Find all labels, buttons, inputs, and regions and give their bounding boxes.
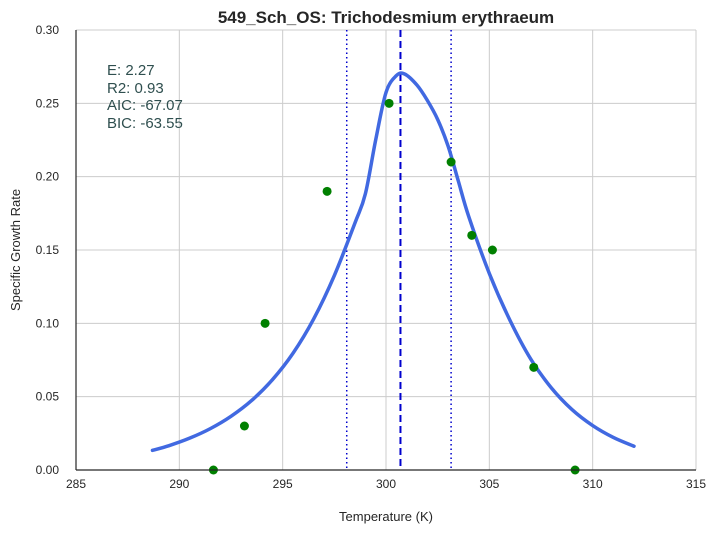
x-tick-label: 285 — [66, 477, 86, 491]
y-tick-label: 0.20 — [36, 170, 60, 184]
vertical-lines — [345, 30, 452, 470]
data-point — [529, 362, 539, 372]
x-tick-label: 290 — [169, 477, 189, 491]
y-tick-label: 0.15 — [36, 243, 60, 257]
x-tick-label: 315 — [686, 477, 706, 491]
data-point — [487, 245, 497, 255]
x-axis-label: Temperature (K) — [339, 509, 433, 524]
fit-statistics: E: 2.27 R2: 0.93 AIC: -67.07 BIC: -63.55 — [107, 62, 183, 132]
data-point — [446, 157, 456, 167]
y-tick-label: 0.30 — [36, 23, 60, 37]
annotation-r2: R2: 0.93 — [107, 80, 164, 97]
x-tick-label: 310 — [583, 477, 603, 491]
data-point — [384, 98, 394, 108]
data-point — [239, 421, 249, 431]
fit-curve-layer — [150, 71, 636, 453]
annotation-bic: BIC: -63.55 — [107, 115, 183, 132]
x-tick-label: 295 — [273, 477, 293, 491]
y-tick-label: 0.10 — [36, 316, 60, 330]
data-points — [208, 98, 580, 475]
data-point — [467, 230, 477, 240]
tick-labels: 285 290 295 300 305 310 315 0.00 0.05 0.10 0.15 0.2… — [36, 23, 707, 491]
fit-curve — [150, 71, 636, 453]
data-point — [322, 186, 332, 196]
annotation-e: E: 2.27 — [107, 62, 155, 79]
x-tick-label: 305 — [479, 477, 499, 491]
annotation-aic: AIC: -67.07 — [107, 97, 183, 114]
y-tick-label: 0.25 — [36, 96, 60, 110]
x-tick-label: 300 — [376, 477, 396, 491]
y-tick-label: 0.05 — [36, 390, 60, 404]
data-point — [260, 318, 270, 328]
y-axis-label: Specific Growth Rate — [8, 189, 23, 311]
y-tick-label: 0.00 — [36, 463, 60, 477]
axes — [75, 30, 696, 471]
chart-title: 549_Sch_OS: Trichodesmium erythraeum — [218, 8, 554, 27]
